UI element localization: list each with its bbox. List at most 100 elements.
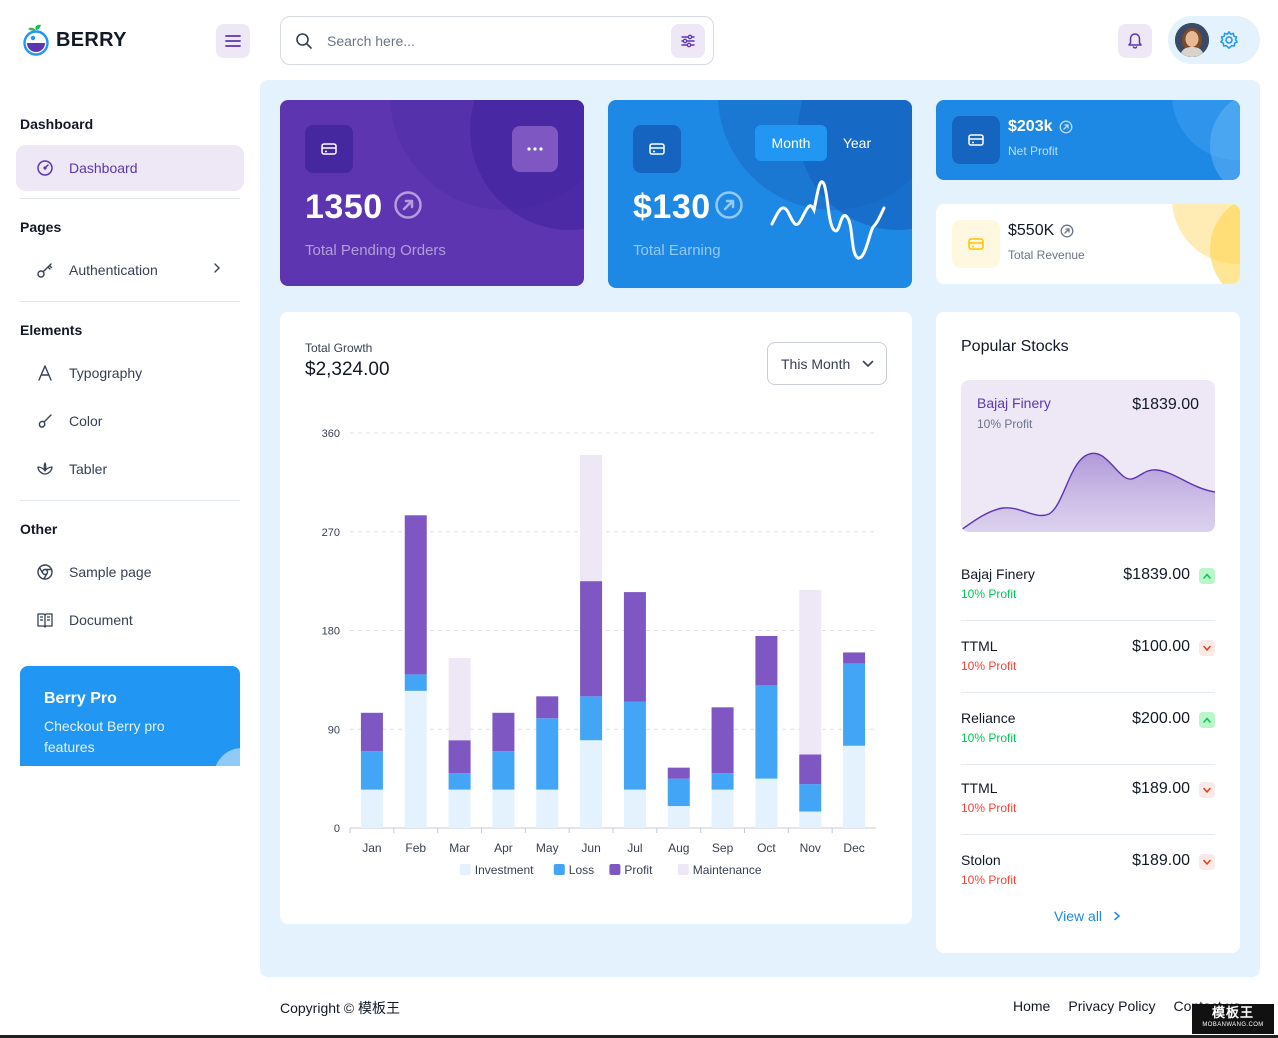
footer-link-home[interactable]: Home — [1013, 998, 1051, 1014]
chevron-down-icon — [1203, 787, 1211, 794]
nav-divider — [20, 198, 240, 199]
bar-segment — [623, 701, 646, 790]
stock-name: Bajaj Finery — [961, 566, 1035, 582]
credit-card-icon — [649, 143, 665, 155]
stock-row[interactable]: Stolon 10% Profit $189.00 — [961, 852, 1215, 924]
earning-sparkline — [770, 180, 886, 260]
bar-segment — [711, 773, 734, 790]
bar-segment — [667, 778, 690, 807]
sidebar-item-tabler[interactable]: Tabler — [16, 446, 244, 492]
pro-card-description: Checkout Berry pro features — [44, 718, 165, 755]
brand-logo[interactable]: BERRY — [22, 24, 127, 56]
legend-label: Investment — [475, 863, 534, 877]
stock-price: $189.00 — [1132, 780, 1190, 797]
pro-card-title: Berry Pro — [44, 690, 117, 707]
stock-row[interactable]: Bajaj Finery 10% Profit $1839.00 — [961, 566, 1215, 638]
stock-divider — [961, 620, 1215, 621]
watermark-title: 模板王 — [1211, 1005, 1254, 1020]
berry-logo-icon — [23, 24, 49, 56]
stock-profit: 10% Profit — [961, 873, 1017, 887]
windmill-icon — [36, 460, 54, 478]
bar-segment — [667, 806, 690, 828]
bar-segment — [448, 657, 471, 741]
brand-name: BERRY — [56, 28, 127, 51]
stock-name: Reliance — [961, 710, 1016, 726]
stock-row[interactable]: Reliance 10% Profit $200.00 — [961, 710, 1215, 782]
chevron-down-icon — [1203, 859, 1211, 866]
nav-caption-elements: Elements — [20, 322, 83, 338]
chevron-down-icon — [1203, 645, 1211, 652]
sidebar-item-authentication[interactable]: Authentication — [16, 247, 244, 293]
bar-segment — [360, 712, 383, 752]
chevron-up-icon — [1203, 717, 1211, 723]
stock-price: $1839.00 — [1123, 566, 1190, 583]
search-filter-button[interactable] — [671, 23, 705, 58]
bar-segment — [580, 581, 603, 697]
toggle-year[interactable]: Year — [842, 135, 872, 151]
stock-divider — [961, 764, 1215, 765]
page-bottom-border — [0, 1035, 1278, 1038]
sidebar-item-typography[interactable]: Typography — [16, 350, 244, 396]
bar-segment — [536, 789, 559, 828]
orders-more-button[interactable] — [512, 126, 558, 172]
stock-row[interactable]: TTML 10% Profit $189.00 — [961, 780, 1215, 852]
sidebar-item-document[interactable]: Document — [16, 597, 244, 643]
y-tick-label: 90 — [328, 724, 340, 736]
stock-profit: 10% Profit — [961, 659, 1017, 673]
stock-profit: 10% Profit — [961, 731, 1017, 745]
palette-icon — [36, 412, 54, 430]
toggle-month[interactable]: Month — [755, 125, 827, 161]
view-all-link[interactable]: View all — [936, 908, 1240, 924]
sidebar-item-dashboard[interactable]: Dashboard — [16, 145, 244, 191]
bar-segment — [404, 674, 427, 691]
pro-card-decoration — [214, 748, 240, 766]
bar-segment — [404, 690, 427, 828]
x-tick-label: Apr — [494, 841, 513, 855]
stock-price: $100.00 — [1132, 638, 1190, 655]
footer-link-privacy[interactable]: Privacy Policy — [1068, 998, 1156, 1014]
stock-row[interactable]: TTML 10% Profit $100.00 — [961, 638, 1215, 710]
berry-pro-card[interactable]: Berry Pro Checkout Berry pro features — [20, 666, 240, 766]
notifications-button[interactable] — [1118, 24, 1152, 58]
legend-label: Loss — [569, 863, 594, 877]
adjustments-icon — [681, 34, 695, 47]
trend-down-badge — [1199, 640, 1215, 656]
bar-segment — [448, 740, 471, 774]
legend-swatch — [553, 864, 565, 875]
bar-segment — [799, 811, 822, 828]
period-select[interactable]: This Month — [767, 342, 887, 385]
bar-segment — [711, 789, 734, 828]
bar-segment — [799, 589, 822, 755]
chevron-right-icon — [214, 263, 220, 273]
legend-swatch — [609, 864, 621, 875]
x-tick-label: Mar — [449, 841, 470, 855]
sidebar-item-label: Authentication — [69, 262, 158, 278]
net-profit-label: Net Profit — [1008, 144, 1059, 158]
profile-menu-button[interactable] — [1168, 16, 1260, 64]
bar-segment — [843, 652, 866, 664]
sidebar-item-label: Sample page — [69, 564, 152, 580]
orders-icon-box — [305, 125, 353, 173]
earning-icon-box — [633, 125, 681, 173]
earning-value: $130 — [633, 188, 711, 226]
growth-label: Total Growth — [305, 341, 373, 355]
orders-value: 1350 — [305, 188, 383, 226]
bar-segment — [711, 707, 734, 774]
nav-caption-dashboard: Dashboard — [20, 116, 94, 132]
sidebar-item-label: Typography — [69, 365, 143, 381]
growth-bar-chart: 0 90 180 270 360 Jan Feb Mar Apr May Jun Jul Aug Sep O… — [322, 428, 876, 877]
revenue-value: $550K — [1008, 222, 1055, 239]
stock-divider — [961, 834, 1215, 835]
search-bar — [280, 16, 714, 65]
total-earning-card: Month Year $130 Total Earning — [608, 100, 912, 288]
featured-stock-card[interactable]: Bajaj Finery 10% Profit $1839.00 — [961, 380, 1215, 532]
featured-stock-name: Bajaj Finery — [977, 395, 1051, 411]
sidebar-item-color[interactable]: Color — [16, 398, 244, 444]
search-input[interactable] — [327, 32, 671, 49]
bar-segment — [755, 635, 778, 686]
chevron-up-icon — [1203, 573, 1211, 579]
sidebar-item-sample-page[interactable]: Sample page — [16, 549, 244, 595]
stock-profit: 10% Profit — [961, 587, 1017, 601]
arrow-up-right-circle-icon — [1060, 224, 1074, 238]
sidebar-toggle-button[interactable] — [216, 24, 250, 58]
